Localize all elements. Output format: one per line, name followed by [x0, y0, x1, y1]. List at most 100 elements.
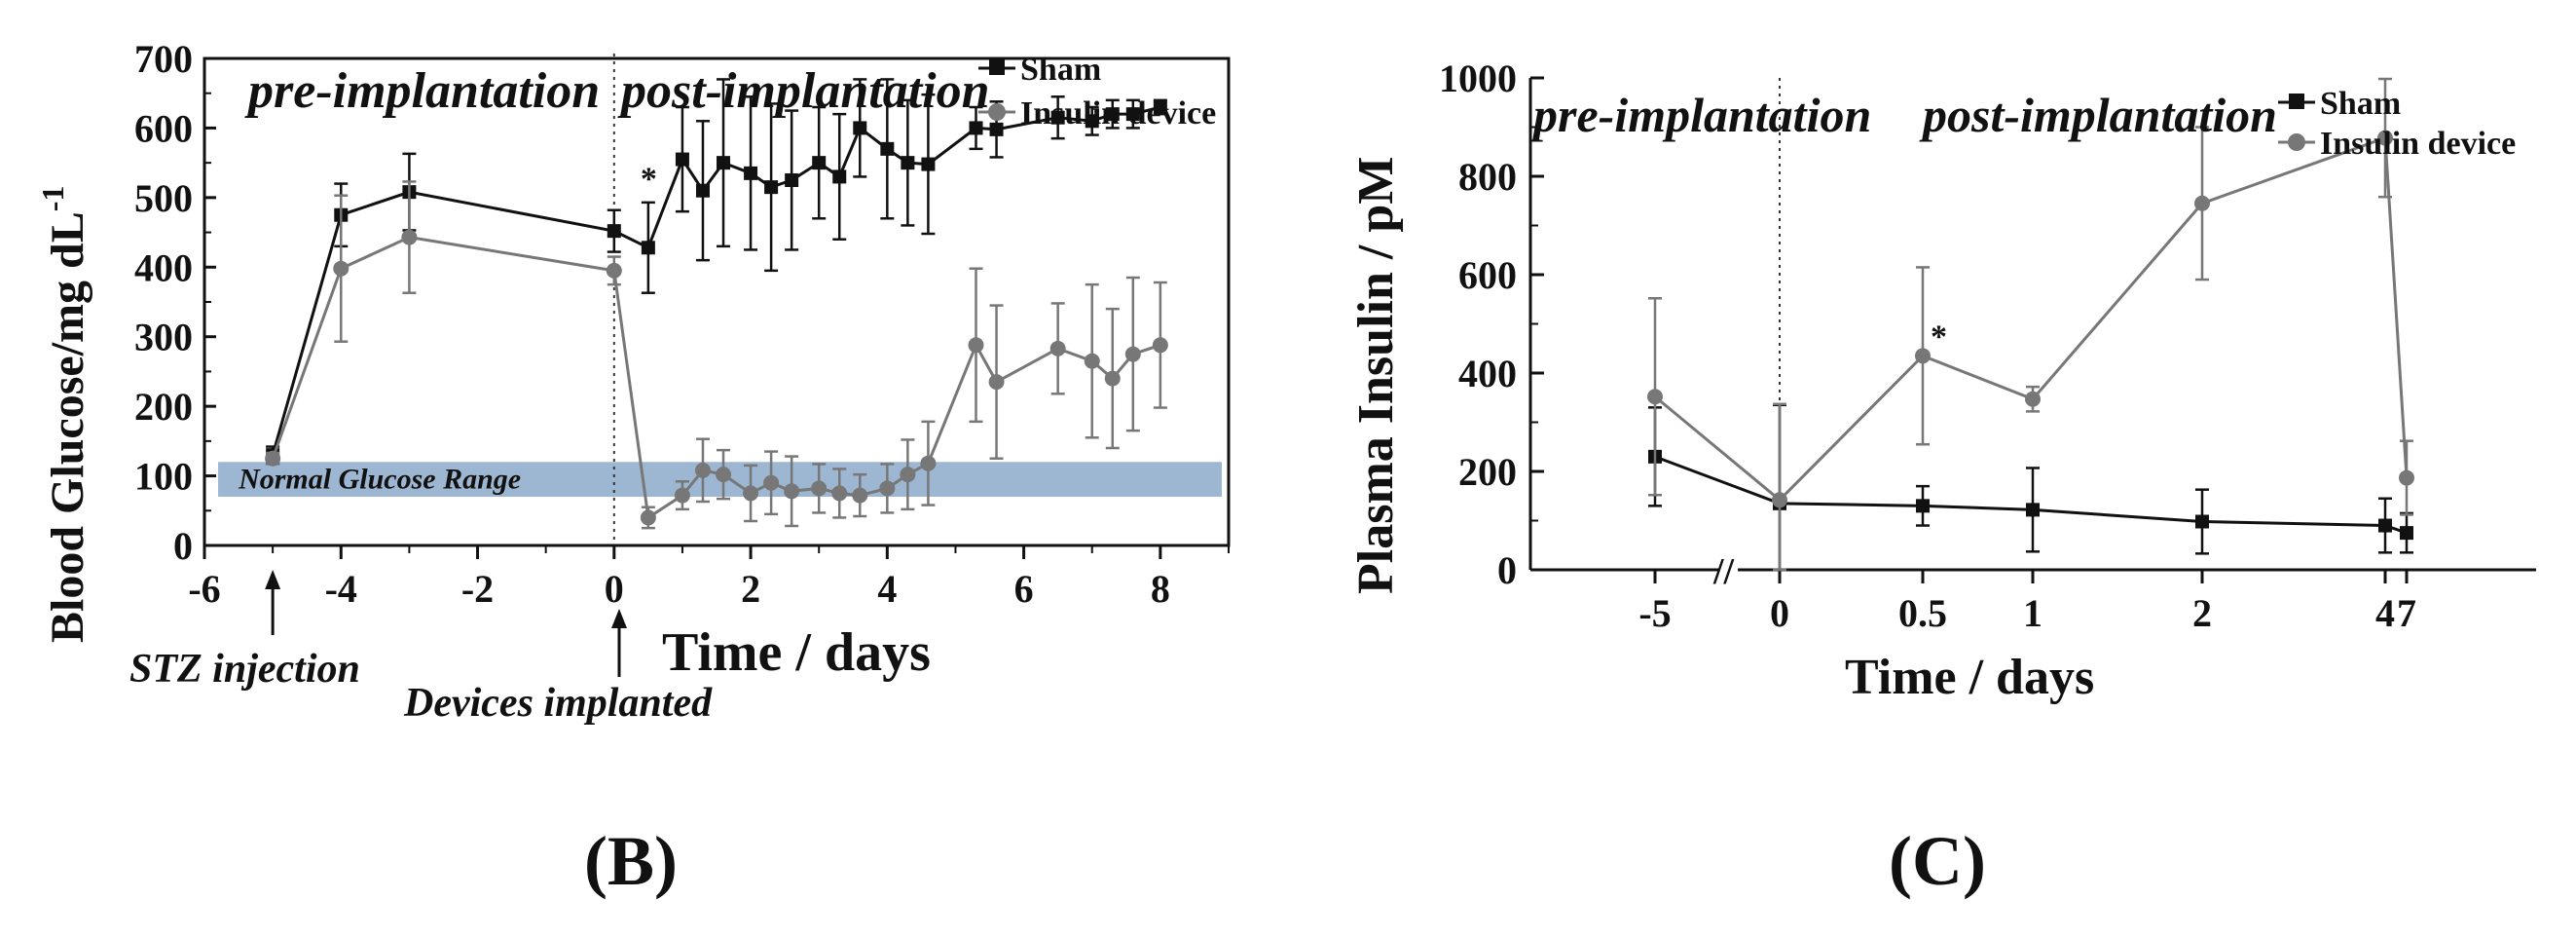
device-point [900, 467, 916, 483]
significance-star: * [1931, 319, 1947, 356]
device-point [674, 487, 690, 504]
stz-injection-label: STZ injection [129, 647, 360, 692]
y-tick-label: 400 [1458, 352, 1517, 395]
devices-implanted-arrow [611, 609, 627, 677]
device-point [1915, 348, 1931, 364]
x-tick-label: 2 [741, 567, 760, 611]
x-tick-label: 6 [1014, 567, 1034, 611]
y-tick-label: 600 [134, 106, 193, 150]
device-point [763, 474, 780, 491]
normal-glucose-range-label: Normal Glucose Range [238, 463, 521, 495]
device-point [1772, 492, 1787, 508]
x-tick-label: 1 [2023, 591, 2042, 635]
x-axis-label: Time / days [1845, 650, 2094, 705]
device-point [333, 260, 350, 277]
sham-point [812, 156, 827, 170]
pre-implantation-label: pre-implantation [244, 63, 600, 119]
devices-implanted-label: Devices implanted [403, 681, 713, 726]
sham-point [607, 224, 621, 239]
device-point [1049, 340, 1066, 356]
legend-device-marker [2288, 133, 2305, 151]
device-point [2194, 195, 2210, 211]
legend: Sham Insulin device [978, 52, 1216, 131]
device-point [1647, 389, 1663, 405]
device-point [1152, 337, 1168, 354]
device-point [694, 462, 711, 478]
device-point [1124, 346, 1141, 362]
y-tick-label: 200 [134, 385, 193, 429]
post-implantation-label: post-implantation [1919, 88, 2277, 142]
device-point [968, 337, 984, 354]
sham-point [1125, 107, 1140, 122]
panel-c-chart: 0 200 400 600 800 1000 -5 0 0.5 1 2 4 7 pre-implanta… [1348, 56, 2536, 705]
stz-injection-arrow [265, 570, 281, 635]
legend-device-marker [988, 103, 1006, 121]
legend-sham: Sham [1020, 52, 1101, 88]
sham-point [2378, 518, 2392, 533]
device-point [2025, 391, 2041, 407]
y-tick-label: 0 [173, 524, 193, 568]
device-point [811, 480, 828, 497]
device-point [716, 467, 732, 483]
sham-point [2195, 514, 2209, 529]
y-tick-label: 800 [1458, 155, 1517, 199]
device-point [988, 374, 1005, 391]
x-tick-label: 4 [2375, 591, 2395, 635]
sham-point [2026, 503, 2040, 517]
device-point [640, 509, 656, 526]
device-point [606, 262, 622, 279]
device-point [1084, 353, 1100, 369]
x-tick-label: 7 [2397, 591, 2416, 635]
legend-sham-marker [989, 59, 1005, 75]
device-point [743, 485, 759, 502]
x-tick-label: -4 [325, 567, 357, 611]
sham-point [1105, 107, 1120, 122]
device-point [852, 487, 868, 504]
significance-star: * [641, 162, 657, 198]
x-tick-label: 8 [1151, 567, 1170, 611]
post-implantation-label: post-implantation [617, 63, 990, 119]
device-point [2399, 469, 2414, 486]
sham-point [1050, 110, 1065, 125]
panel-label-b: (B) [584, 822, 678, 900]
x-tick-label: -2 [461, 567, 494, 611]
device-point [831, 485, 848, 502]
legend-sham-marker [2289, 94, 2304, 109]
x-tick-label: 2 [2192, 591, 2212, 635]
y-tick-label: 500 [134, 176, 193, 220]
device-point [265, 450, 281, 467]
y-axis-label: Blood Glucose/mg dL-1 [35, 186, 93, 643]
y-tick-label: 100 [134, 455, 193, 499]
sham-point [901, 156, 915, 170]
x-tick-label: 0.5 [1898, 591, 1947, 635]
sham-point [989, 122, 1004, 136]
panel-b-chart: Normal Glucose Range 0 100 200 300 400 500 600… [35, 37, 1231, 726]
x-tick-label: -5 [1638, 591, 1671, 635]
device-point [879, 480, 896, 497]
sham-point [675, 152, 689, 167]
x-tick-label: 0 [605, 567, 624, 611]
panel-label-c: (C) [1889, 822, 1986, 900]
sham-point [832, 169, 847, 184]
sham-point [717, 156, 731, 170]
legend-insulin-device: Insulin device [1020, 95, 1216, 131]
device-point [401, 229, 418, 245]
sham-point [641, 241, 655, 255]
y-tick-label: 600 [1458, 253, 1517, 297]
x-axis-label: Time / days [662, 622, 931, 683]
device-point [920, 455, 937, 471]
x-tick-label: 0 [1770, 591, 1789, 635]
sham-point [1085, 114, 1099, 129]
y-tick-label: 700 [134, 37, 193, 81]
sham-point [921, 157, 936, 171]
sham-point [969, 121, 983, 135]
sham-point [1916, 499, 1930, 513]
y-tick-label: 200 [1458, 450, 1517, 494]
sham-point [2400, 526, 2413, 541]
device-line [1654, 135, 2409, 503]
legend: Sham Insulin device [2278, 86, 2516, 162]
sham-point [880, 141, 895, 156]
sham-point [785, 173, 799, 187]
sham-point [1153, 100, 1167, 114]
